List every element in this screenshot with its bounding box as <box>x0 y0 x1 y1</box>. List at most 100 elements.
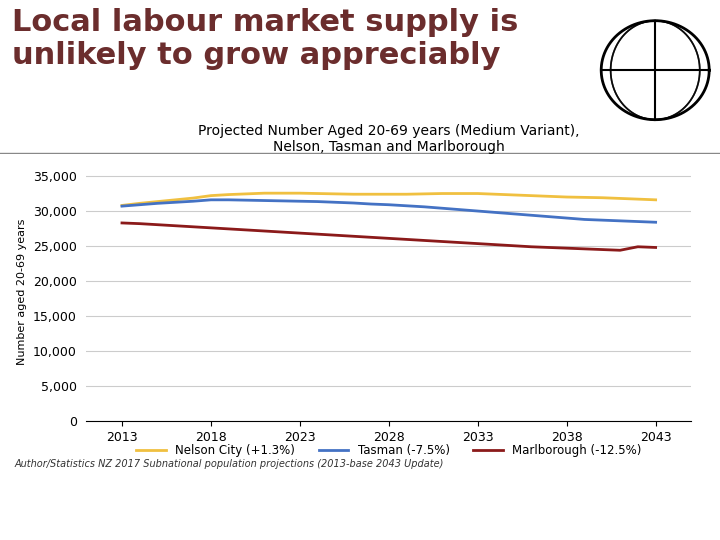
Marlborough (-12.5%) <box>438 238 446 245</box>
Nelson City (+1.3%) <box>562 194 571 200</box>
Marlborough (-12.5%) <box>616 247 624 253</box>
Tasman (-7.5%) <box>634 218 642 225</box>
Tasman (-7.5%) <box>652 219 660 226</box>
Tasman (-7.5%) <box>580 216 589 222</box>
Marlborough (-12.5%) <box>225 226 233 232</box>
Marlborough (-12.5%) <box>402 236 411 242</box>
Tasman (-7.5%) <box>616 218 624 224</box>
Line: Tasman (-7.5%): Tasman (-7.5%) <box>122 200 656 222</box>
Marlborough (-12.5%) <box>135 220 144 227</box>
Nelson City (+1.3%) <box>402 191 411 198</box>
Nelson City (+1.3%) <box>117 202 126 208</box>
Nelson City (+1.3%) <box>580 194 589 201</box>
Marlborough (-12.5%) <box>242 227 251 233</box>
Tasman (-7.5%) <box>278 198 287 204</box>
Nelson City (+1.3%) <box>420 191 428 197</box>
Nelson City (+1.3%) <box>366 191 375 198</box>
Tasman (-7.5%) <box>474 208 482 214</box>
Tasman (-7.5%) <box>384 201 393 208</box>
Tasman (-7.5%) <box>420 204 428 210</box>
Tasman (-7.5%) <box>225 197 233 203</box>
Tasman (-7.5%) <box>562 215 571 221</box>
Text: Author/Statistics NZ 2017 Subnational population projections (2013-base 2043 Upd: Author/Statistics NZ 2017 Subnational po… <box>14 459 444 469</box>
Marlborough (-12.5%) <box>634 244 642 250</box>
Tasman (-7.5%) <box>260 197 269 204</box>
Nelson City (+1.3%) <box>491 191 500 198</box>
Tasman (-7.5%) <box>402 202 411 209</box>
Marlborough (-12.5%) <box>313 231 322 238</box>
Nelson City (+1.3%) <box>171 197 180 203</box>
Tasman (-7.5%) <box>598 217 606 224</box>
Tasman (-7.5%) <box>456 206 464 213</box>
Marlborough (-12.5%) <box>598 246 606 253</box>
Marlborough (-12.5%) <box>544 244 553 251</box>
Nelson City (+1.3%) <box>509 192 518 198</box>
Marlborough (-12.5%) <box>509 242 518 249</box>
Nelson City (+1.3%) <box>225 191 233 198</box>
Tasman (-7.5%) <box>207 197 215 203</box>
Line: Nelson City (+1.3%): Nelson City (+1.3%) <box>122 193 656 205</box>
Nelson City (+1.3%) <box>616 195 624 201</box>
Tasman (-7.5%) <box>527 212 536 219</box>
Marlborough (-12.5%) <box>366 234 375 240</box>
Tasman (-7.5%) <box>153 200 162 207</box>
Marlborough (-12.5%) <box>260 228 269 234</box>
Nelson City (+1.3%) <box>527 192 536 199</box>
Marlborough (-12.5%) <box>562 245 571 252</box>
Nelson City (+1.3%) <box>260 190 269 197</box>
Marlborough (-12.5%) <box>491 241 500 248</box>
Y-axis label: Number aged 20-69 years: Number aged 20-69 years <box>17 218 27 365</box>
Marlborough (-12.5%) <box>331 232 340 239</box>
Tasman (-7.5%) <box>242 197 251 204</box>
Nelson City (+1.3%) <box>349 191 358 198</box>
Nelson City (+1.3%) <box>384 191 393 198</box>
Marlborough (-12.5%) <box>456 239 464 246</box>
Marlborough (-12.5%) <box>295 230 304 237</box>
Nelson City (+1.3%) <box>295 190 304 197</box>
Marlborough (-12.5%) <box>171 222 180 229</box>
Nelson City (+1.3%) <box>153 198 162 205</box>
Nelson City (+1.3%) <box>598 194 606 201</box>
Marlborough (-12.5%) <box>117 220 126 226</box>
Text: 27: 27 <box>684 514 698 523</box>
Tasman (-7.5%) <box>509 211 518 217</box>
Tasman (-7.5%) <box>295 198 304 205</box>
Nelson City (+1.3%) <box>474 190 482 197</box>
Marlborough (-12.5%) <box>652 244 660 251</box>
Tasman (-7.5%) <box>438 205 446 212</box>
Nelson City (+1.3%) <box>652 197 660 203</box>
Marlborough (-12.5%) <box>420 237 428 244</box>
Tasman (-7.5%) <box>491 209 500 215</box>
Text: Local labour market supply is
unlikely to grow appreciably: Local labour market supply is unlikely t… <box>12 8 518 70</box>
Nelson City (+1.3%) <box>135 200 144 207</box>
Line: Marlborough (-12.5%): Marlborough (-12.5%) <box>122 223 656 250</box>
Title: Projected Number Aged 20-69 years (Medium Variant),
Nelson, Tasman and Marlborou: Projected Number Aged 20-69 years (Mediu… <box>198 124 580 154</box>
Text: NATALIE JACKSON DEMOGRAPHICS LTD: NATALIE JACKSON DEMOGRAPHICS LTD <box>254 514 466 523</box>
Nelson City (+1.3%) <box>278 190 287 197</box>
Nelson City (+1.3%) <box>313 190 322 197</box>
Tasman (-7.5%) <box>366 201 375 207</box>
Nelson City (+1.3%) <box>207 192 215 199</box>
Marlborough (-12.5%) <box>527 244 536 250</box>
Marlborough (-12.5%) <box>278 229 287 235</box>
Tasman (-7.5%) <box>349 200 358 206</box>
Marlborough (-12.5%) <box>207 225 215 231</box>
Nelson City (+1.3%) <box>189 195 197 201</box>
Tasman (-7.5%) <box>117 203 126 210</box>
Marlborough (-12.5%) <box>474 240 482 247</box>
Nelson City (+1.3%) <box>544 193 553 200</box>
Tasman (-7.5%) <box>331 199 340 206</box>
Marlborough (-12.5%) <box>384 235 393 241</box>
Nelson City (+1.3%) <box>634 196 642 202</box>
Nelson City (+1.3%) <box>438 190 446 197</box>
Marlborough (-12.5%) <box>153 221 162 228</box>
Tasman (-7.5%) <box>189 198 197 205</box>
Marlborough (-12.5%) <box>349 233 358 240</box>
Nelson City (+1.3%) <box>242 191 251 197</box>
Tasman (-7.5%) <box>544 213 553 220</box>
Nelson City (+1.3%) <box>456 190 464 197</box>
Tasman (-7.5%) <box>313 198 322 205</box>
Marlborough (-12.5%) <box>189 224 197 230</box>
Nelson City (+1.3%) <box>331 191 340 197</box>
Tasman (-7.5%) <box>171 199 180 206</box>
